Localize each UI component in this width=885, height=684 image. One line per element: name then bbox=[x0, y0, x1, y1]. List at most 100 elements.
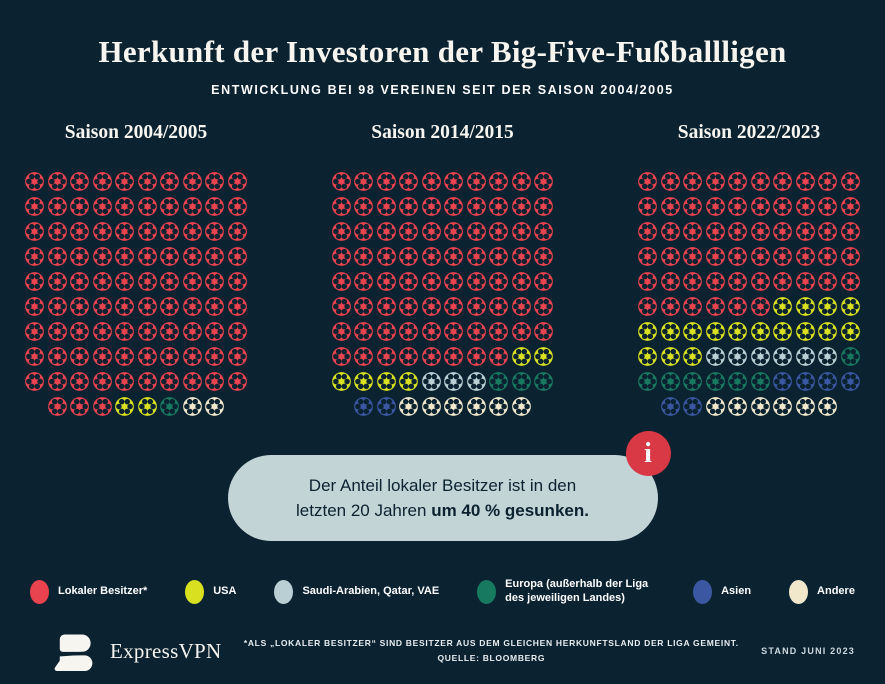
soccer-ball-icon bbox=[47, 197, 67, 216]
club-pictogram bbox=[750, 371, 771, 392]
soccer-ball-icon bbox=[205, 197, 224, 216]
soccer-ball-icon bbox=[818, 222, 837, 241]
club-pictogram bbox=[660, 346, 681, 367]
club-pictogram bbox=[705, 296, 726, 317]
soccer-ball-icon bbox=[795, 297, 815, 316]
soccer-ball-icon bbox=[354, 372, 373, 391]
soccer-ball-icon bbox=[70, 272, 89, 291]
club-pictogram bbox=[421, 371, 442, 392]
soccer-ball-icon bbox=[750, 172, 770, 191]
soccer-ball-icon bbox=[115, 247, 134, 266]
soccer-ball-icon bbox=[331, 197, 351, 216]
club-pictogram bbox=[182, 296, 203, 317]
soccer-ball-icon bbox=[773, 397, 793, 416]
soccer-ball-icon bbox=[705, 322, 725, 341]
legend-label: Lokaler Besitzer* bbox=[58, 584, 148, 597]
club-pictogram bbox=[353, 221, 374, 242]
club-pictogram bbox=[227, 221, 248, 242]
waffle-row bbox=[331, 271, 555, 292]
club-pictogram bbox=[750, 321, 771, 342]
club-pictogram bbox=[840, 346, 861, 367]
soccer-ball-icon bbox=[444, 372, 463, 391]
club-pictogram bbox=[817, 346, 838, 367]
soccer-ball-icon bbox=[399, 222, 418, 241]
club-pictogram bbox=[421, 346, 442, 367]
club-pictogram bbox=[795, 296, 816, 317]
soccer-ball-icon bbox=[773, 247, 792, 266]
club-pictogram bbox=[114, 171, 135, 192]
soccer-ball-icon bbox=[160, 372, 179, 391]
legend-label: Asien bbox=[721, 584, 752, 597]
soccer-ball-icon bbox=[331, 172, 351, 191]
soccer-ball-icon bbox=[511, 347, 531, 366]
club-pictogram bbox=[421, 246, 442, 267]
club-pictogram bbox=[795, 271, 816, 292]
soccer-ball-icon bbox=[795, 197, 815, 216]
soccer-ball-icon bbox=[728, 322, 747, 341]
waffle-row bbox=[24, 321, 248, 342]
club-pictogram bbox=[353, 346, 374, 367]
club-pictogram bbox=[204, 271, 225, 292]
legend-color-dot bbox=[789, 579, 809, 604]
soccer-ball-icon bbox=[750, 322, 770, 341]
club-pictogram bbox=[421, 171, 442, 192]
soccer-ball-icon bbox=[444, 197, 463, 216]
soccer-ball-icon bbox=[705, 222, 725, 241]
footnote-line-2: QUELLE: BLOOMBERG bbox=[437, 653, 546, 663]
soccer-ball-icon bbox=[705, 247, 725, 266]
soccer-ball-icon bbox=[354, 347, 373, 366]
soccer-ball-icon bbox=[750, 222, 770, 241]
waffle-row bbox=[637, 296, 861, 317]
club-pictogram bbox=[376, 246, 397, 267]
club-pictogram bbox=[204, 221, 225, 242]
soccer-ball-icon bbox=[182, 347, 202, 366]
soccer-ball-icon bbox=[728, 172, 747, 191]
info-icon[interactable]: i bbox=[625, 431, 671, 476]
club-pictogram bbox=[817, 221, 838, 242]
club-pictogram bbox=[331, 221, 352, 242]
legend-item-europa: Europa (außerhalb der Liga des jeweilige… bbox=[477, 578, 655, 606]
club-pictogram bbox=[817, 296, 838, 317]
club-pictogram bbox=[114, 346, 135, 367]
soccer-ball-icon bbox=[331, 247, 351, 266]
soccer-ball-icon bbox=[354, 222, 373, 241]
club-pictogram bbox=[137, 196, 158, 217]
club-pictogram bbox=[750, 171, 771, 192]
soccer-ball-icon bbox=[683, 372, 702, 391]
soccer-ball-icon bbox=[489, 347, 508, 366]
club-pictogram bbox=[159, 196, 180, 217]
club-pictogram bbox=[159, 346, 180, 367]
club-pictogram bbox=[159, 321, 180, 342]
soccer-ball-icon bbox=[227, 347, 247, 366]
soccer-ball-icon bbox=[70, 172, 89, 191]
club-pictogram bbox=[114, 271, 135, 292]
soccer-ball-icon bbox=[25, 347, 44, 366]
soccer-ball-icon bbox=[47, 347, 67, 366]
club-pictogram bbox=[376, 221, 397, 242]
soccer-ball-icon bbox=[773, 172, 792, 191]
soccer-ball-icon bbox=[70, 197, 89, 216]
club-pictogram bbox=[137, 371, 158, 392]
club-pictogram bbox=[660, 321, 681, 342]
club-pictogram bbox=[727, 346, 748, 367]
club-pictogram bbox=[182, 221, 203, 242]
soccer-ball-icon bbox=[638, 197, 657, 216]
legend-color-dot bbox=[30, 579, 49, 604]
soccer-ball-icon bbox=[92, 397, 112, 416]
club-pictogram bbox=[682, 371, 703, 392]
club-pictogram bbox=[353, 371, 374, 392]
club-pictogram bbox=[840, 246, 861, 267]
soccer-ball-icon bbox=[534, 172, 553, 191]
club-pictogram bbox=[637, 371, 658, 392]
soccer-ball-icon bbox=[660, 247, 680, 266]
callout-line-1: Der Anteil lokaler Besitzer ist in den bbox=[308, 475, 577, 495]
club-pictogram bbox=[750, 346, 771, 367]
club-pictogram bbox=[840, 321, 861, 342]
soccer-ball-icon bbox=[421, 247, 441, 266]
soccer-ball-icon bbox=[354, 272, 373, 291]
club-pictogram bbox=[443, 246, 464, 267]
soccer-ball-icon bbox=[421, 272, 441, 291]
soccer-ball-icon bbox=[795, 372, 815, 391]
soccer-ball-icon bbox=[182, 372, 202, 391]
club-pictogram bbox=[795, 346, 816, 367]
